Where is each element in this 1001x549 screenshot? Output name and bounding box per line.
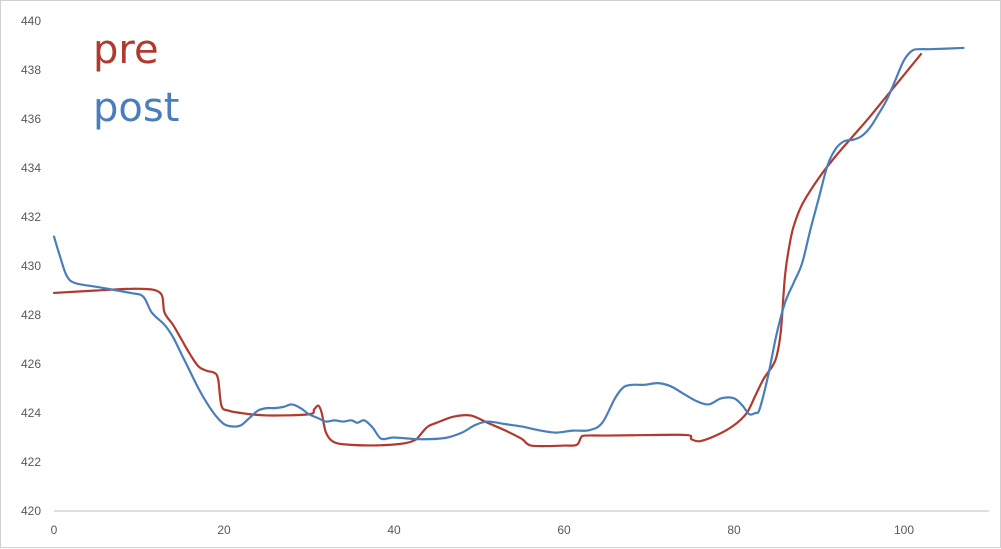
legend-label-post: post (93, 85, 179, 131)
y-tick-label: 436 (21, 112, 41, 126)
series-layer (52, 46, 965, 448)
y-tick-label: 420 (21, 504, 41, 518)
y-tick-label: 430 (21, 259, 41, 273)
y-tick-label: 426 (21, 357, 41, 371)
series-line-pre (52, 52, 923, 448)
series-line-post (52, 46, 965, 441)
y-tick-label: 422 (21, 455, 41, 469)
x-tick-label: 0 (51, 523, 58, 537)
legend: pre post (93, 27, 179, 131)
y-tick-label: 428 (21, 308, 41, 322)
x-axis-ticks: 0 20 40 60 80 100 (51, 523, 915, 537)
x-tick-label: 60 (557, 523, 571, 537)
x-tick-label: 40 (387, 523, 401, 537)
y-tick-label: 434 (21, 161, 41, 175)
y-axis-ticks: 420 422 424 426 428 430 432 434 436 438 440 (21, 14, 41, 518)
x-tick-label: 100 (894, 523, 914, 537)
legend-label-pre: pre (93, 27, 159, 73)
y-tick-label: 432 (21, 210, 41, 224)
x-tick-label: 80 (727, 523, 741, 537)
y-tick-label: 438 (21, 63, 41, 77)
x-tick-label: 20 (217, 523, 231, 537)
y-tick-label: 424 (21, 406, 41, 420)
y-tick-label: 440 (21, 14, 41, 28)
